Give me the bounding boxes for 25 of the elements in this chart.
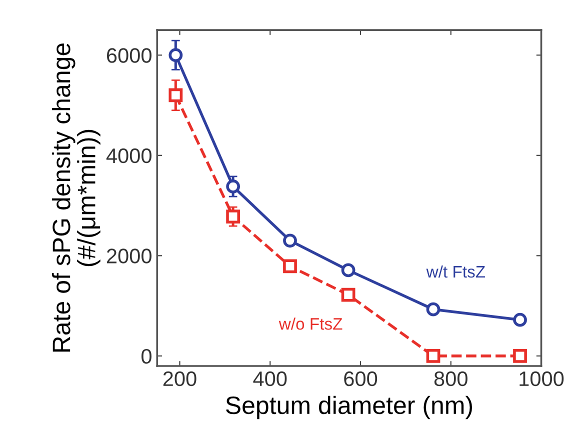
y-axis-title: Rate of sPG density change (#/(μm*min)) [52, 43, 100, 352]
y-tick-label: 6000 [106, 48, 152, 63]
y-tick-label: 4000 [106, 148, 152, 164]
point [283, 259, 297, 274]
point [513, 312, 527, 327]
point [226, 210, 240, 224]
y-tick-label: 0 [142, 348, 152, 364]
point [168, 48, 183, 62]
point [513, 349, 527, 363]
point [341, 288, 356, 302]
point [168, 88, 183, 102]
y-tick-label: 2000 [106, 248, 152, 264]
point [341, 263, 356, 278]
series-label: w/o FtsZ [278, 318, 342, 330]
point [283, 234, 297, 248]
x-axis-title: Septum diameter (nm) [226, 396, 472, 420]
series-label: w/t FtsZ [426, 265, 486, 278]
x-tick-label: 400 [253, 371, 287, 386]
point [226, 180, 240, 194]
x-tick-label: 1000 [520, 371, 564, 386]
x-tick-label: 200 [163, 371, 196, 386]
point [426, 349, 440, 363]
x-tick-label: 600 [344, 371, 378, 386]
x-tick-label: 800 [434, 371, 468, 386]
point [426, 302, 440, 316]
